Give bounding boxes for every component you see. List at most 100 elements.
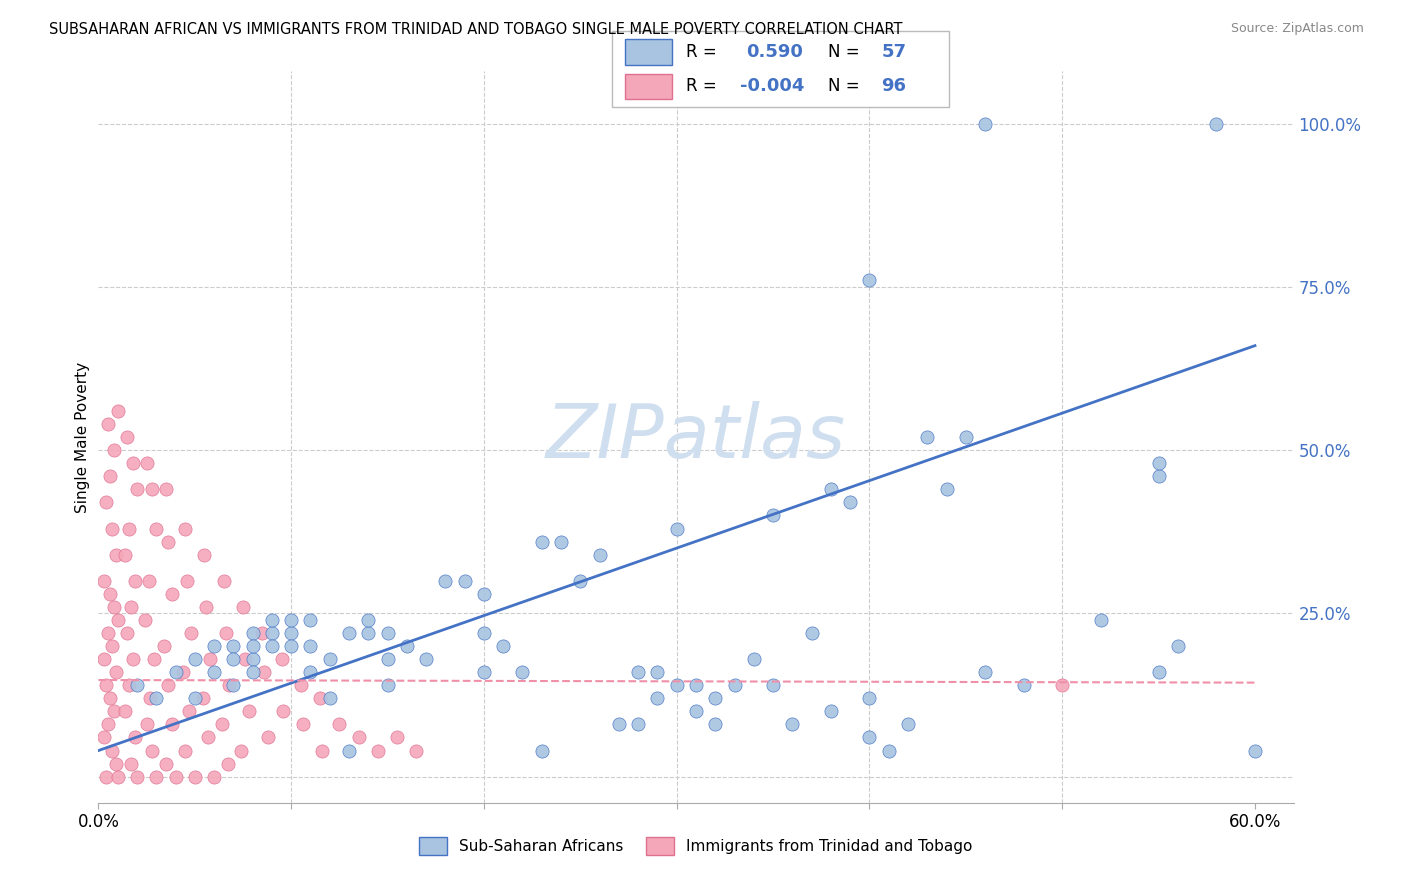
Point [311, 743, 333, 757]
Point [377, 652, 399, 666]
Point [233, 652, 256, 666]
Point [124, 731, 146, 745]
Point [172, 665, 194, 680]
Point [222, 639, 245, 653]
Point [273, 705, 295, 719]
Point [184, 652, 207, 666]
Point [377, 626, 399, 640]
Point [145, 691, 167, 706]
Point [124, 574, 146, 588]
Point [974, 117, 997, 131]
Point [200, 652, 222, 666]
Point [125, 678, 148, 692]
Point [141, 743, 163, 757]
Point [762, 678, 785, 692]
Point [472, 665, 495, 680]
Point [1167, 639, 1189, 653]
Point [512, 665, 534, 680]
Point [184, 770, 207, 784]
Point [145, 521, 167, 535]
Point [337, 626, 360, 640]
Point [723, 678, 745, 692]
Point [94, 678, 117, 692]
Point [252, 626, 274, 640]
Point [270, 652, 292, 666]
Point [125, 770, 148, 784]
Point [97, 626, 120, 640]
Point [197, 731, 219, 745]
Point [917, 430, 939, 444]
Point [1012, 678, 1035, 692]
Point [299, 639, 322, 653]
Point [180, 626, 202, 640]
Text: ZIPatlas: ZIPatlas [546, 401, 846, 473]
Point [974, 665, 997, 680]
Point [191, 691, 214, 706]
FancyBboxPatch shape [612, 31, 949, 107]
Point [101, 743, 124, 757]
Point [704, 717, 727, 731]
Point [145, 770, 167, 784]
Point [98, 469, 121, 483]
Point [665, 521, 688, 535]
Point [176, 574, 198, 588]
Point [550, 534, 572, 549]
Point [94, 770, 117, 784]
Point [319, 691, 342, 706]
Point [782, 717, 804, 731]
Point [134, 613, 156, 627]
Point [1147, 456, 1170, 470]
Point [762, 508, 785, 523]
Point [704, 691, 727, 706]
Point [118, 521, 141, 535]
Point [202, 770, 225, 784]
Point [319, 652, 342, 666]
Point [218, 678, 240, 692]
Point [103, 705, 125, 719]
Point [160, 587, 183, 601]
Text: N =: N = [828, 43, 859, 61]
Point [107, 613, 129, 627]
Point [165, 665, 187, 680]
Point [143, 652, 166, 666]
Text: 57: 57 [882, 43, 907, 61]
Point [530, 743, 553, 757]
FancyBboxPatch shape [626, 74, 672, 99]
Point [347, 731, 370, 745]
Point [647, 691, 669, 706]
Point [299, 613, 322, 627]
Point [165, 770, 187, 784]
Point [120, 756, 142, 771]
Point [627, 665, 650, 680]
Point [114, 705, 136, 719]
Point [453, 574, 475, 588]
Point [97, 717, 120, 731]
Point [156, 678, 179, 692]
Point [174, 521, 197, 535]
Point [260, 613, 283, 627]
Text: -0.004: -0.004 [740, 77, 804, 95]
Point [385, 731, 409, 745]
Point [280, 613, 302, 627]
Point [104, 756, 127, 771]
Point [607, 717, 630, 731]
Point [299, 665, 322, 680]
Point [117, 626, 139, 640]
Point [377, 678, 399, 692]
Point [97, 417, 120, 431]
Point [103, 599, 125, 614]
Point [155, 756, 177, 771]
Point [1147, 665, 1170, 680]
Point [492, 639, 515, 653]
Point [222, 678, 245, 692]
Point [120, 599, 142, 614]
Point [222, 652, 245, 666]
Point [877, 743, 900, 757]
Point [955, 430, 977, 444]
Point [122, 652, 145, 666]
Point [118, 678, 141, 692]
Point [93, 652, 115, 666]
Point [588, 548, 610, 562]
Point [193, 548, 215, 562]
Point [135, 717, 157, 731]
